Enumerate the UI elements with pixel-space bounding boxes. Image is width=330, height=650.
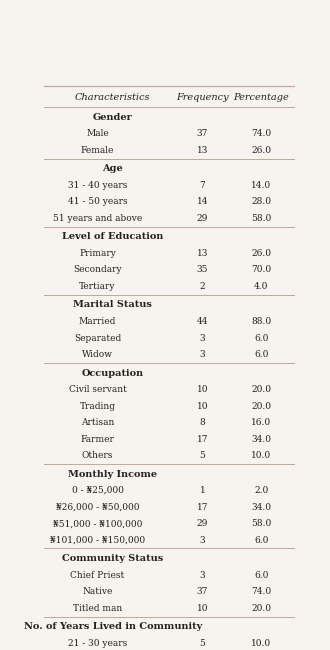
Text: 35: 35 <box>197 265 208 274</box>
Text: 3: 3 <box>200 536 205 545</box>
Text: 37: 37 <box>197 129 208 138</box>
Text: ₦101,000 - ₦150,000: ₦101,000 - ₦150,000 <box>50 536 145 545</box>
Text: Monthly Income: Monthly Income <box>68 470 157 478</box>
Text: 34.0: 34.0 <box>251 502 271 512</box>
Text: No. of Years Lived in Community: No. of Years Lived in Community <box>24 622 202 631</box>
Text: 14: 14 <box>197 198 208 206</box>
Text: Characteristics: Characteristics <box>75 93 150 102</box>
Text: Female: Female <box>81 146 114 155</box>
Text: 58.0: 58.0 <box>251 519 271 528</box>
Text: Frequency: Frequency <box>176 93 229 102</box>
Text: ₦26,000 - ₦50,000: ₦26,000 - ₦50,000 <box>56 502 139 512</box>
Text: Age: Age <box>103 164 123 174</box>
Text: 10.0: 10.0 <box>251 639 271 648</box>
Text: 13: 13 <box>197 249 208 258</box>
Text: 17: 17 <box>197 435 208 443</box>
Text: 17: 17 <box>197 502 208 512</box>
Text: Civil servant: Civil servant <box>69 385 126 394</box>
Text: Others: Others <box>82 451 113 460</box>
Text: Native: Native <box>82 587 113 596</box>
Text: Tertiary: Tertiary <box>79 282 116 291</box>
Text: 0 - ₦25,000: 0 - ₦25,000 <box>72 486 123 495</box>
Text: 74.0: 74.0 <box>251 129 271 138</box>
Text: 6.0: 6.0 <box>254 571 268 580</box>
Text: 4.0: 4.0 <box>254 282 268 291</box>
Text: Occupation: Occupation <box>82 369 144 378</box>
Text: 1: 1 <box>200 486 205 495</box>
Text: Widow: Widow <box>82 350 113 359</box>
Text: 26.0: 26.0 <box>251 146 271 155</box>
Text: Chief Priest: Chief Priest <box>70 571 125 580</box>
Text: 29: 29 <box>197 519 208 528</box>
Text: 44: 44 <box>197 317 208 326</box>
Text: 20.0: 20.0 <box>251 402 271 411</box>
Text: 8: 8 <box>200 418 205 427</box>
Text: 10: 10 <box>197 604 208 613</box>
Text: 3: 3 <box>200 571 205 580</box>
Text: 29: 29 <box>197 214 208 223</box>
Text: Community Status: Community Status <box>62 554 163 564</box>
Text: Gender: Gender <box>93 113 133 122</box>
Text: Artisan: Artisan <box>81 418 114 427</box>
Text: 51 years and above: 51 years and above <box>53 214 142 223</box>
Text: Titled man: Titled man <box>73 604 122 613</box>
Text: Male: Male <box>86 129 109 138</box>
Text: 58.0: 58.0 <box>251 214 271 223</box>
Text: 5: 5 <box>199 451 205 460</box>
Text: 88.0: 88.0 <box>251 317 271 326</box>
Text: 10: 10 <box>197 402 208 411</box>
Text: Secondary: Secondary <box>73 265 122 274</box>
Text: 31 - 40 years: 31 - 40 years <box>68 181 127 190</box>
Text: ₦51,000 - ₦100,000: ₦51,000 - ₦100,000 <box>53 519 142 528</box>
Text: 16.0: 16.0 <box>251 418 271 427</box>
Text: 6.0: 6.0 <box>254 333 268 343</box>
Text: Separated: Separated <box>74 333 121 343</box>
Text: Farmer: Farmer <box>81 435 115 443</box>
Text: Percentage: Percentage <box>233 93 289 102</box>
Text: 10: 10 <box>197 385 208 394</box>
Text: 13: 13 <box>197 146 208 155</box>
Text: 28.0: 28.0 <box>251 198 271 206</box>
Text: 20.0: 20.0 <box>251 385 271 394</box>
Text: 5: 5 <box>199 639 205 648</box>
Text: 20.0: 20.0 <box>251 604 271 613</box>
Text: 6.0: 6.0 <box>254 350 268 359</box>
Text: 70.0: 70.0 <box>251 265 271 274</box>
Text: 14.0: 14.0 <box>251 181 271 190</box>
Text: 21 - 30 years: 21 - 30 years <box>68 639 127 648</box>
Text: 26.0: 26.0 <box>251 249 271 258</box>
Text: 7: 7 <box>200 181 205 190</box>
Text: 2.0: 2.0 <box>254 486 268 495</box>
Text: Level of Education: Level of Education <box>62 233 164 241</box>
Text: Marital Status: Marital Status <box>73 300 152 309</box>
Text: 37: 37 <box>197 587 208 596</box>
Text: 34.0: 34.0 <box>251 435 271 443</box>
Text: 3: 3 <box>200 333 205 343</box>
Text: 41 - 50 years: 41 - 50 years <box>68 198 127 206</box>
Text: 3: 3 <box>200 350 205 359</box>
Text: 2: 2 <box>200 282 205 291</box>
Text: 10.0: 10.0 <box>251 451 271 460</box>
Text: Trading: Trading <box>80 402 116 411</box>
Text: Primary: Primary <box>79 249 116 258</box>
Text: 74.0: 74.0 <box>251 587 271 596</box>
Text: 6.0: 6.0 <box>254 536 268 545</box>
Text: Married: Married <box>79 317 116 326</box>
